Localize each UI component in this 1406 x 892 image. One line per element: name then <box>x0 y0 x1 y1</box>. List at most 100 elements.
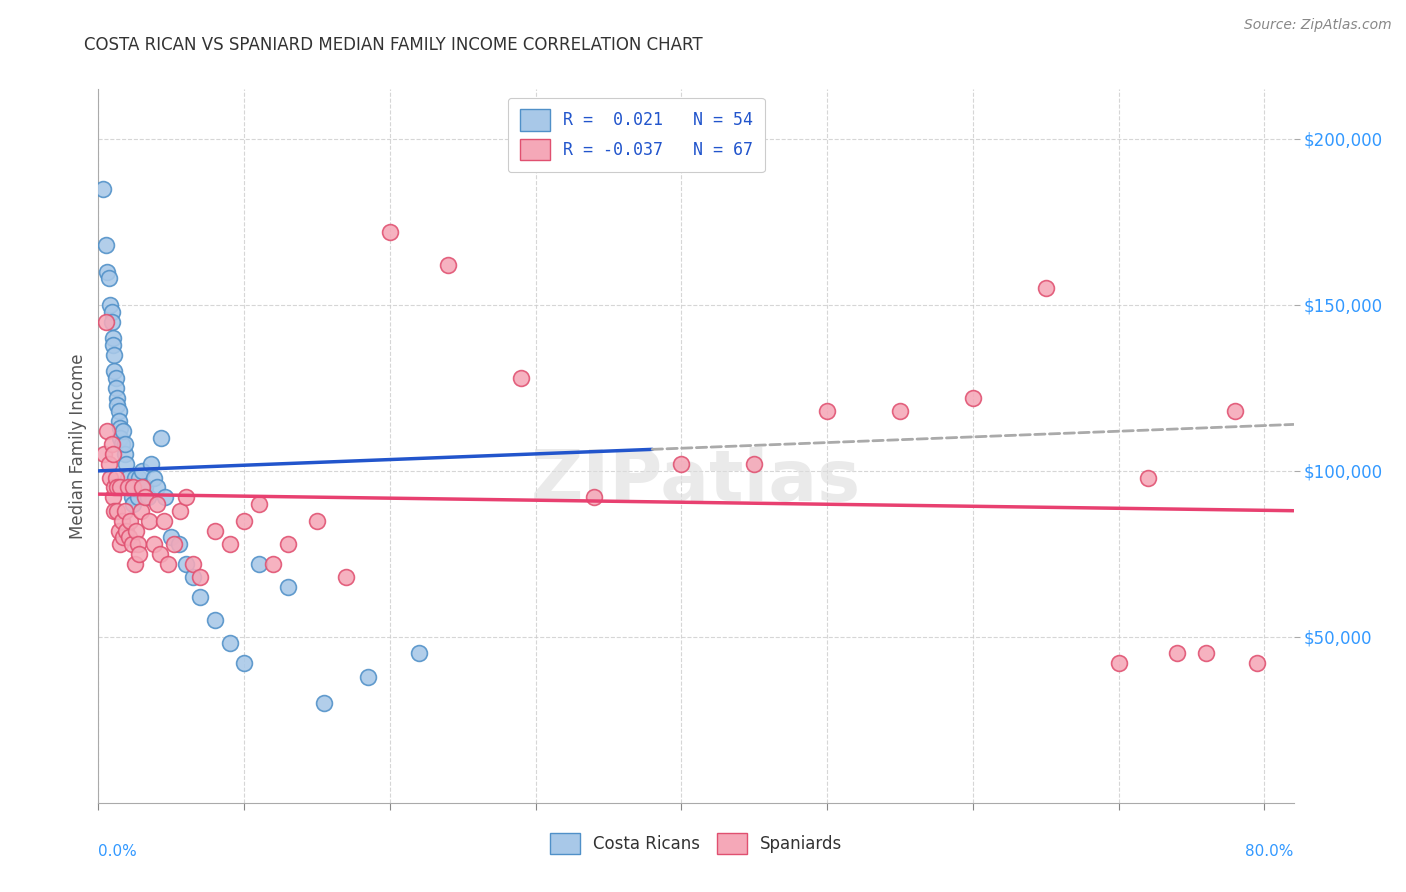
Point <box>174 491 197 505</box>
Point <box>94 314 117 328</box>
Point <box>277 580 299 594</box>
Legend: Costa Ricans, Spaniards: Costa Ricans, Spaniards <box>538 821 853 866</box>
Point <box>262 557 284 571</box>
Point <box>889 404 911 418</box>
Point <box>128 547 150 561</box>
Point <box>124 557 146 571</box>
Point <box>1166 647 1188 661</box>
Text: ZIPatlas: ZIPatlas <box>531 447 860 516</box>
Point <box>131 481 153 495</box>
Point <box>305 514 328 528</box>
Point <box>110 481 132 495</box>
Text: COSTA RICAN VS SPANIARD MEDIAN FAMILY INCOME CORRELATION CHART: COSTA RICAN VS SPANIARD MEDIAN FAMILY IN… <box>84 36 703 54</box>
Point <box>582 491 605 505</box>
Point <box>105 504 128 518</box>
Point <box>167 537 190 551</box>
Point <box>247 557 270 571</box>
Point <box>101 491 124 505</box>
Point <box>110 537 132 551</box>
Point <box>103 348 125 362</box>
Point <box>1035 281 1057 295</box>
Point <box>136 491 159 505</box>
Point <box>233 657 256 671</box>
Point <box>149 547 172 561</box>
Point <box>103 504 125 518</box>
Point <box>94 238 117 252</box>
Point <box>104 371 127 385</box>
Point <box>127 537 149 551</box>
Point <box>134 481 156 495</box>
Point <box>169 504 191 518</box>
Point <box>120 481 142 495</box>
Point <box>204 524 226 538</box>
Point <box>163 537 186 551</box>
Point <box>100 304 122 318</box>
Point <box>108 524 131 538</box>
Point <box>145 481 167 495</box>
Point <box>134 491 156 505</box>
Point <box>1225 404 1247 418</box>
Point <box>104 381 127 395</box>
Point <box>100 314 122 328</box>
Text: 0.0%: 0.0% <box>98 845 138 860</box>
Point <box>190 570 212 584</box>
Point <box>121 491 143 505</box>
Point <box>112 424 135 438</box>
Point <box>115 524 138 538</box>
Point <box>103 481 125 495</box>
Point <box>115 457 138 471</box>
Point <box>114 437 136 451</box>
Point <box>122 497 145 511</box>
Point <box>277 537 299 551</box>
Point <box>118 530 141 544</box>
Point <box>742 457 765 471</box>
Point <box>104 470 127 484</box>
Point <box>204 613 226 627</box>
Point <box>122 481 145 495</box>
Point <box>108 414 131 428</box>
Point <box>157 557 180 571</box>
Point <box>155 491 177 505</box>
Point <box>110 421 132 435</box>
Point <box>127 491 149 505</box>
Point <box>117 470 139 484</box>
Point <box>114 447 136 461</box>
Point <box>1136 470 1159 484</box>
Point <box>96 424 118 438</box>
Point <box>101 331 124 345</box>
Point <box>1246 657 1268 671</box>
Point <box>408 647 430 661</box>
Point <box>121 537 143 551</box>
Point <box>357 670 380 684</box>
Point <box>131 464 153 478</box>
Point <box>145 497 167 511</box>
Point <box>120 514 142 528</box>
Point <box>103 364 125 378</box>
Text: Source: ZipAtlas.com: Source: ZipAtlas.com <box>1244 18 1392 32</box>
Point <box>100 437 122 451</box>
Point <box>98 470 121 484</box>
Point <box>124 470 146 484</box>
Point <box>142 537 165 551</box>
Point <box>181 557 204 571</box>
Point <box>105 481 128 495</box>
Point <box>125 481 148 495</box>
Point <box>111 514 134 528</box>
Point <box>247 497 270 511</box>
Point <box>96 265 118 279</box>
Point <box>98 298 121 312</box>
Point <box>129 504 152 518</box>
Point <box>108 404 131 418</box>
Point <box>112 530 135 544</box>
Point <box>117 481 139 495</box>
Point <box>97 457 120 471</box>
Point <box>962 391 984 405</box>
Text: 80.0%: 80.0% <box>1246 845 1294 860</box>
Point <box>181 570 204 584</box>
Point <box>510 371 533 385</box>
Point <box>815 404 838 418</box>
Point <box>105 391 128 405</box>
Point <box>190 590 212 604</box>
Point <box>110 431 132 445</box>
Point <box>138 514 160 528</box>
